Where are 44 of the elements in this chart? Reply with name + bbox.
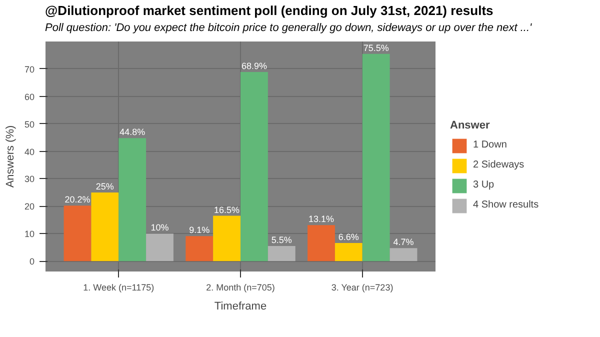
x-tick-label: 1. Week (n=1175) [83,282,154,293]
data-label: 5.5% [271,235,292,246]
data-label: 20.2% [64,194,90,205]
data-label: 68.9% [241,61,267,72]
y-tick-label: 60 [24,92,35,102]
bar [146,234,174,262]
bar [334,243,362,262]
bar [390,248,418,262]
x-tick-label: 2. Month (n=705) [206,282,275,293]
bar [308,225,335,262]
data-label: 4.7% [393,237,414,248]
data-label: 75.5% [363,43,389,54]
y-tick-label: 50 [24,120,35,130]
bar [186,236,214,262]
legend-label: 3 Up [473,178,494,193]
data-label: 16.5% [214,205,240,216]
data-label: 6.6% [338,232,359,242]
y-tick-label: 10 [24,229,35,240]
bar [240,72,268,262]
legend-label: 2 Sideways [473,158,524,173]
data-label: 9.1% [189,225,210,236]
bar [213,216,240,262]
data-label: 13.1% [308,214,334,224]
chart-subtitle: Poll question: 'Do you expect the bitcoin price to generally go down, sideways or up over the next ...' [45,20,532,36]
bar [118,138,146,262]
bar [64,206,92,262]
legend-label: 1 Down [473,138,507,153]
data-label: 44.8% [120,127,146,138]
x-axis-title: Timeframe [214,300,267,313]
y-axis-title: Answers (%) [4,126,16,188]
bar [91,192,119,262]
chart-title: @Dilutionproof market sentiment poll (ending on July 31st, 2021) results [45,2,494,20]
x-tick-label: 3. Year (n=723) [331,282,394,293]
data-label: 10% [150,222,169,233]
y-tick-label: 20 [24,202,35,212]
bar [362,54,390,262]
bar [268,246,296,262]
data-label: 25% [96,182,114,192]
legend-label: 4 Show results [473,198,539,213]
y-tick-label: 40 [24,147,35,158]
y-tick-label: 70 [24,64,35,75]
y-tick-label: 0 [29,256,35,267]
legend-title: Answer [450,119,491,132]
y-tick-label: 30 [24,174,35,184]
